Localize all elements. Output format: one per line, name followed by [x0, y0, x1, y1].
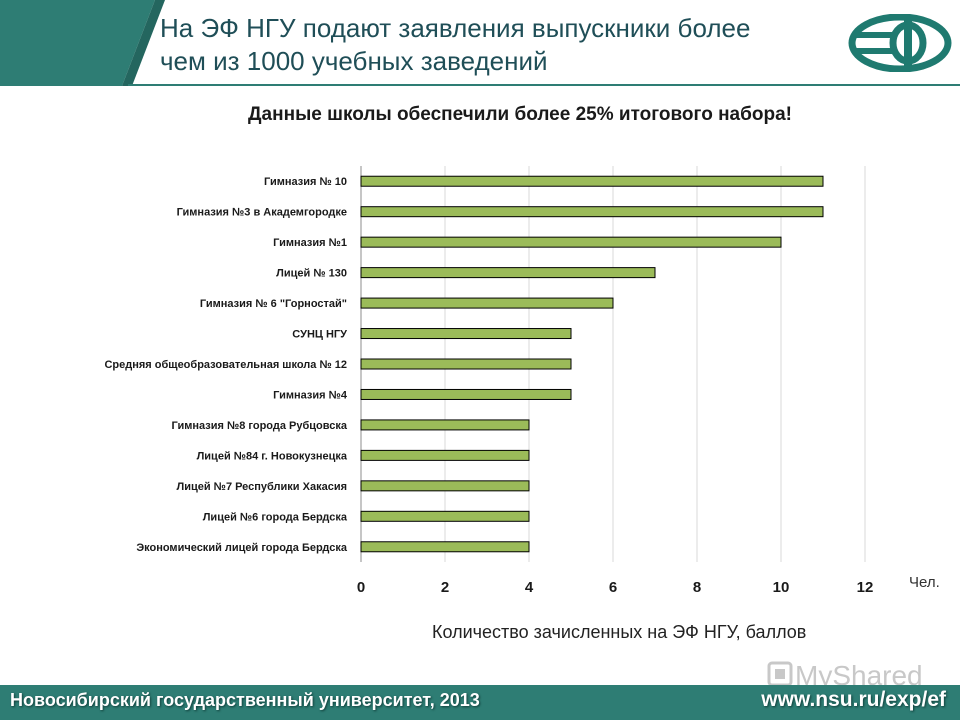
bar-12	[360, 510, 530, 522]
slide-footer: Новосибирский государственный университе…	[0, 685, 960, 720]
x-tick-label-4: 4	[525, 579, 534, 596]
bar-8	[360, 388, 572, 400]
header-accent-shape	[0, 0, 155, 86]
x-tick-label-10: 10	[773, 579, 790, 596]
bar-9	[360, 419, 530, 431]
category-label-10: Лицей №84 г. Новокузнецка	[197, 450, 348, 462]
category-label-4: Лицей № 130	[276, 268, 347, 280]
footer-website-link[interactable]: www.nsu.ru/exp/ef	[761, 688, 946, 711]
unit-label: Чел.	[909, 574, 940, 591]
bar-2	[360, 206, 824, 218]
category-label-3: Гимназия №1	[273, 237, 347, 249]
x-tick-label-12: 12	[857, 579, 874, 596]
category-label-11: Лицей №7 Республики Хакасия	[177, 481, 348, 493]
bar-1	[360, 175, 824, 187]
bar-13	[360, 541, 530, 553]
category-label-13: Экономический лицей города Бердска	[136, 542, 348, 554]
x-tick-label-8: 8	[693, 579, 701, 596]
category-label-2: Гимназия №3 в Академгородке	[177, 207, 347, 219]
bar-4	[360, 267, 656, 279]
header-bottom-line	[128, 84, 960, 86]
bar-10	[360, 449, 530, 461]
category-label-6: СУНЦ НГУ	[292, 329, 347, 341]
ef-nsu-logo-icon	[848, 14, 952, 72]
category-label-12: Лицей №6 города Бердска	[203, 511, 348, 523]
category-label-5: Гимназия № 6 "Горностай"	[200, 298, 347, 310]
bar-11	[360, 480, 530, 492]
header-accent-stripe	[122, 0, 165, 86]
x-axis-title: Количество зачисленных на ЭФ НГУ, баллов	[432, 622, 807, 642]
category-label-7: Средняя общеобразовательная школа № 12	[104, 359, 347, 371]
chart-title: Данные школы обеспечили более 25% итогов…	[248, 104, 792, 125]
x-tick-label-0: 0	[357, 579, 365, 596]
header-band	[0, 0, 960, 86]
bar-3	[360, 236, 782, 248]
bar-5	[360, 297, 614, 309]
category-label-9: Гимназия №8 города Рубцовска	[172, 420, 348, 432]
x-tick-label-6: 6	[609, 579, 617, 596]
bar-7	[360, 358, 572, 370]
slide-title: На ЭФ НГУ подают заявления выпускники бо…	[160, 13, 751, 76]
category-label-8: Гимназия №4	[273, 389, 348, 401]
bar-6	[360, 328, 572, 340]
category-label-1: Гимназия № 10	[264, 176, 347, 188]
footer-university: Новосибирский государственный университе…	[10, 690, 480, 710]
x-tick-label-2: 2	[441, 579, 449, 596]
slide-header: На ЭФ НГУ подают заявления выпускники бо…	[0, 0, 960, 86]
